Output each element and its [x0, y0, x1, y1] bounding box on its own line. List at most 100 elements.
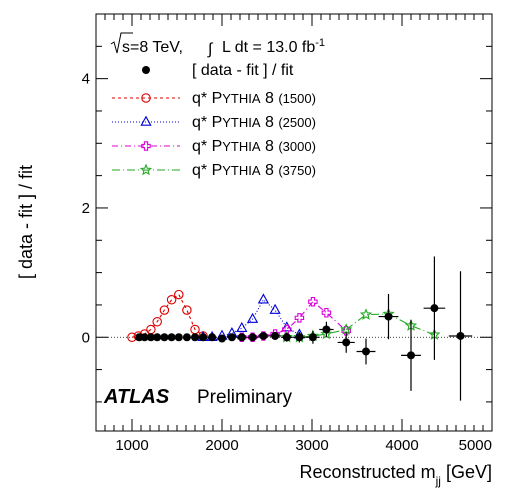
data-point	[293, 332, 306, 343]
data-point	[140, 333, 149, 342]
signal-point	[340, 323, 353, 335]
legend-label: q* PYTHIA 8 (3750)	[192, 162, 316, 179]
data-marker	[430, 304, 439, 313]
signal-point	[152, 316, 162, 327]
data-point	[269, 331, 281, 340]
x-tick-label: 5000	[459, 437, 492, 454]
lumi-label: L dt = 13.0 fb-1	[222, 37, 325, 56]
signal-point	[174, 289, 184, 300]
data-point	[306, 330, 320, 344]
data-point	[319, 321, 334, 338]
data-marker	[407, 351, 415, 360]
signal-point	[341, 326, 351, 336]
signal-point	[236, 321, 248, 332]
data-marker	[456, 331, 465, 340]
legend-entry-3750: q* PYTHIA 8 (3750)	[112, 162, 316, 179]
legend-entry-2500: q* PYTHIA 8 (2500)	[112, 114, 316, 131]
data-point	[182, 333, 191, 342]
data-point	[356, 338, 376, 365]
data-marker	[322, 325, 331, 334]
signal-point	[257, 293, 270, 304]
data-marker	[174, 333, 183, 342]
legend-marker	[140, 115, 152, 126]
signal-point	[294, 313, 305, 323]
signal-point	[359, 308, 373, 320]
data-marker	[271, 331, 280, 340]
data-marker	[199, 333, 208, 342]
data-point	[146, 333, 155, 342]
data-point	[174, 333, 183, 342]
legend-entry-3000: q* PYTHIA 8 (3000)	[112, 138, 316, 155]
y-tick-label: 4	[82, 71, 90, 88]
data-point	[190, 333, 200, 342]
axis-ticks: 1000 2000 3000 4000 5000 0 2 4	[82, 14, 493, 454]
data-point	[401, 319, 421, 391]
data-point	[280, 332, 293, 342]
legend-label: q* PYTHIA 8 (2500)	[192, 114, 316, 131]
data-marker	[248, 333, 257, 342]
atlas-sublabel: Preliminary	[197, 387, 293, 408]
data-marker	[384, 312, 393, 321]
sqrt-s-label: s=8 TeV,	[122, 39, 183, 56]
data-point	[160, 333, 169, 342]
data-point	[236, 333, 247, 342]
y-tick-label: 2	[82, 200, 90, 217]
data-marker	[308, 333, 317, 342]
sqrt-symbol	[110, 32, 133, 54]
data-point	[258, 331, 269, 340]
signal-point	[159, 305, 170, 315]
signal-point	[182, 305, 192, 315]
legend-label-data: [ data - fit ] / fit	[192, 62, 294, 79]
data-marker	[227, 333, 236, 342]
signal-point	[321, 307, 332, 318]
data-marker	[259, 331, 268, 340]
signal-point	[166, 295, 177, 305]
plot-frame	[95, 13, 493, 432]
data-marker	[140, 333, 149, 342]
data-point	[337, 332, 355, 353]
legend: [ data - fit ] / fit q* PYTHIA 8 (1500) q*…	[112, 62, 316, 179]
energy-lumi-header: s=8 TeV, ∫ L dt = 13.0 fb-1	[110, 32, 325, 58]
data-point	[167, 333, 176, 342]
signal-point	[269, 303, 281, 314]
x-tick-label: 3000	[295, 437, 328, 454]
data-marker	[153, 333, 162, 342]
signal-series-3750	[280, 307, 441, 343]
data-marker	[282, 333, 291, 342]
data-marker	[191, 333, 199, 342]
x-tick-label: 2000	[205, 437, 238, 454]
legend-marker	[141, 141, 151, 151]
y-tick-label: 0	[82, 329, 90, 346]
data-point	[226, 333, 237, 342]
legend-marker	[141, 93, 151, 103]
x-tick-label: 4000	[385, 437, 418, 454]
data-point	[448, 271, 473, 401]
x-tick-label: 1000	[115, 437, 148, 454]
data-marker	[362, 347, 370, 356]
data-marker	[167, 333, 176, 342]
signal-point	[246, 312, 259, 323]
data-points-layer	[135, 256, 473, 401]
data-point	[247, 333, 258, 342]
data-marker	[218, 334, 226, 343]
data-marker	[342, 338, 351, 347]
signal-line	[286, 313, 435, 338]
data-marker	[208, 333, 217, 342]
legend-label: q* PYTHIA 8 (3000)	[192, 138, 316, 155]
data-point	[423, 256, 446, 360]
legend-label: q* PYTHIA 8 (1500)	[192, 90, 316, 107]
data-marker	[237, 333, 246, 342]
signal-point	[308, 296, 318, 307]
data-point	[153, 333, 162, 342]
data-marker	[146, 333, 155, 342]
data-point	[217, 334, 227, 343]
legend-marker	[139, 163, 153, 176]
y-axis-label: [ data - fit ] / fit	[16, 165, 36, 279]
data-marker	[182, 333, 191, 342]
data-point	[199, 333, 208, 342]
legend-entry-1500: q* PYTHIA 8 (1500)	[112, 90, 316, 107]
data-point	[378, 293, 399, 340]
signal-line	[203, 298, 300, 338]
legend-entry-data: [ data - fit ] / fit	[142, 62, 294, 79]
